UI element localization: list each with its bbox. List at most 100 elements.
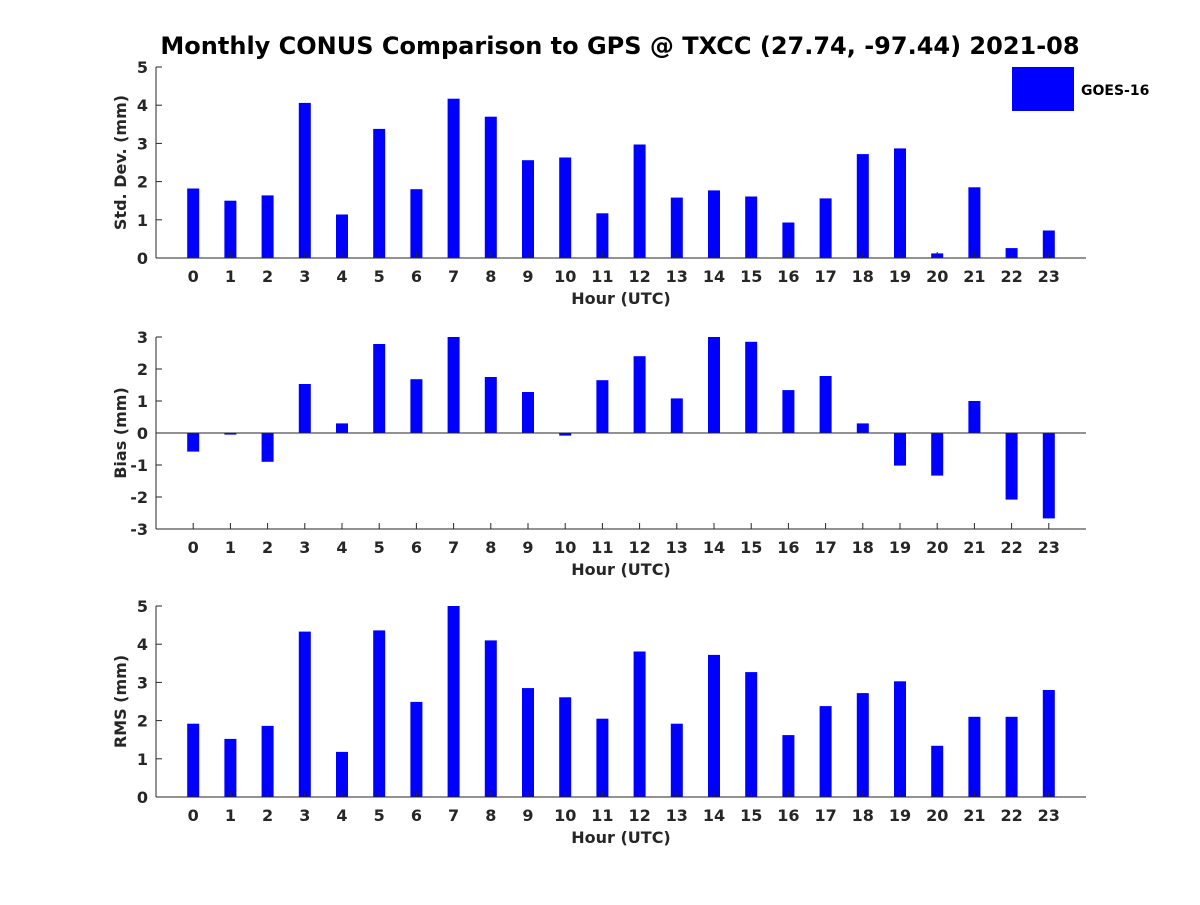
bias-y-tick-label: 2 bbox=[137, 360, 148, 379]
bias-x-tick-label: 14 bbox=[703, 538, 725, 557]
std-dev-x-tick-label: 9 bbox=[522, 267, 533, 286]
rms-bar-20 bbox=[931, 745, 944, 797]
std-dev-y-tick-label: 0 bbox=[137, 249, 148, 268]
std-dev-bar-6 bbox=[410, 189, 423, 258]
bias-x-tick-label: 10 bbox=[554, 538, 576, 557]
std-dev-x-axis-label: Hour (UTC) bbox=[571, 289, 671, 308]
std-dev-x-tick-label: 12 bbox=[628, 267, 650, 286]
rms-bar-9 bbox=[522, 688, 534, 797]
rms-y-tick-label: 5 bbox=[137, 597, 148, 616]
std-dev-x-tick-label: 16 bbox=[777, 267, 799, 286]
bias-bar-4 bbox=[336, 423, 348, 433]
rms-x-tick-label: 16 bbox=[777, 806, 799, 825]
rms-bar-5 bbox=[373, 630, 386, 797]
rms-x-tick-label: 9 bbox=[522, 806, 533, 825]
std-dev-y-axis-label: Std. Dev. (mm) bbox=[111, 95, 130, 230]
rms-x-tick-label: 13 bbox=[666, 806, 688, 825]
chart-title: Monthly CONUS Comparison to GPS @ TXCC (… bbox=[160, 32, 1079, 60]
std-dev-x-tick-label: 14 bbox=[703, 267, 725, 286]
bias-bar-14 bbox=[708, 337, 720, 433]
bias-y-tick-label: 1 bbox=[137, 392, 148, 411]
std-dev-x-tick-label: 19 bbox=[889, 267, 911, 286]
bias-x-tick-label: 7 bbox=[448, 538, 459, 557]
bias-x-tick-label: 4 bbox=[336, 538, 347, 557]
rms-bar-13 bbox=[670, 723, 683, 797]
std-dev-x-tick-label: 21 bbox=[963, 267, 985, 286]
std-dev-bar-13 bbox=[670, 197, 683, 258]
std-dev-bar-14 bbox=[708, 190, 720, 258]
bias-x-tick-label: 23 bbox=[1038, 538, 1060, 557]
rms-bar-7 bbox=[447, 606, 460, 797]
rms-x-axis-label: Hour (UTC) bbox=[571, 828, 671, 847]
bias-bar-18 bbox=[856, 423, 869, 433]
rms-bar-10 bbox=[559, 697, 572, 797]
rms-y-tick-label: 3 bbox=[137, 673, 148, 692]
std-dev-bar-5 bbox=[373, 128, 386, 258]
rms-bar-23 bbox=[1042, 690, 1055, 797]
bias-x-tick-label: 9 bbox=[522, 538, 533, 557]
std-dev-x-tick-label: 20 bbox=[926, 267, 948, 286]
legend-swatch bbox=[1012, 67, 1074, 111]
std-dev-bar-2 bbox=[261, 195, 274, 258]
rms-bar-22 bbox=[1005, 716, 1018, 797]
rms-x-tick-label: 18 bbox=[852, 806, 874, 825]
rms-y-tick-label: 0 bbox=[137, 788, 148, 807]
std-dev-bar-1 bbox=[224, 200, 237, 258]
bias-bar-11 bbox=[596, 380, 609, 433]
rms-y-axis-label: RMS (mm) bbox=[111, 655, 130, 748]
bias-bar-22 bbox=[1005, 433, 1018, 500]
bias-bar-13 bbox=[670, 398, 683, 433]
bias-bar-15 bbox=[745, 341, 758, 433]
std-dev-y-tick-label: 3 bbox=[137, 134, 148, 153]
std-dev-x-tick-label: 11 bbox=[591, 267, 613, 286]
bias-x-tick-label: 12 bbox=[628, 538, 650, 557]
std-dev-bar-12 bbox=[633, 144, 646, 258]
bias-bar-7 bbox=[447, 337, 460, 433]
std-dev-bar-21 bbox=[968, 187, 981, 258]
bias-bar-16 bbox=[782, 390, 795, 433]
std-dev-bar-19 bbox=[894, 148, 906, 258]
bias-x-tick-label: 22 bbox=[1000, 538, 1022, 557]
bias-y-tick-label: 3 bbox=[137, 328, 148, 347]
bias-y-axis-label: Bias (mm) bbox=[111, 387, 130, 479]
rms-bar-19 bbox=[894, 681, 906, 797]
legend-label: GOES-16 bbox=[1081, 83, 1149, 99]
bias-x-tick-label: 19 bbox=[889, 538, 911, 557]
std-dev-x-tick-label: 6 bbox=[411, 267, 422, 286]
rms-x-tick-label: 15 bbox=[740, 806, 762, 825]
std-dev-x-tick-label: 4 bbox=[336, 267, 347, 286]
bias-bar-5 bbox=[373, 344, 386, 433]
rms-x-tick-label: 19 bbox=[889, 806, 911, 825]
std-dev-x-tick-label: 13 bbox=[666, 267, 688, 286]
std-dev-bar-16 bbox=[782, 222, 795, 258]
rms-bar-12 bbox=[633, 651, 646, 797]
std-dev-x-tick-label: 7 bbox=[448, 267, 459, 286]
rms-bar-17 bbox=[819, 706, 832, 797]
std-dev-x-tick-label: 5 bbox=[374, 267, 385, 286]
rms-bar-14 bbox=[708, 654, 720, 797]
rms-x-tick-label: 23 bbox=[1038, 806, 1060, 825]
bias-x-tick-label: 16 bbox=[777, 538, 799, 557]
bias-bar-17 bbox=[819, 376, 832, 433]
std-dev-x-tick-label: 8 bbox=[485, 267, 496, 286]
bias-x-axis-label: Hour (UTC) bbox=[571, 560, 671, 579]
bias-x-tick-label: 20 bbox=[926, 538, 948, 557]
bias-y-tick-label: -1 bbox=[130, 456, 148, 475]
rms-x-tick-label: 11 bbox=[591, 806, 613, 825]
bias-x-tick-label: 3 bbox=[299, 538, 310, 557]
bias-bar-0 bbox=[187, 433, 200, 452]
std-dev-bar-0 bbox=[187, 188, 200, 258]
bias-x-tick-label: 13 bbox=[666, 538, 688, 557]
rms-bar-4 bbox=[336, 751, 348, 797]
std-dev-bar-7 bbox=[447, 98, 460, 258]
rms-x-tick-label: 3 bbox=[299, 806, 310, 825]
std-dev-bar-8 bbox=[484, 116, 497, 258]
std-dev-bar-11 bbox=[596, 213, 609, 258]
bias-x-tick-label: 5 bbox=[374, 538, 385, 557]
rms-bar-11 bbox=[596, 718, 609, 797]
bias-x-tick-label: 15 bbox=[740, 538, 762, 557]
bias-bar-2 bbox=[261, 433, 274, 462]
